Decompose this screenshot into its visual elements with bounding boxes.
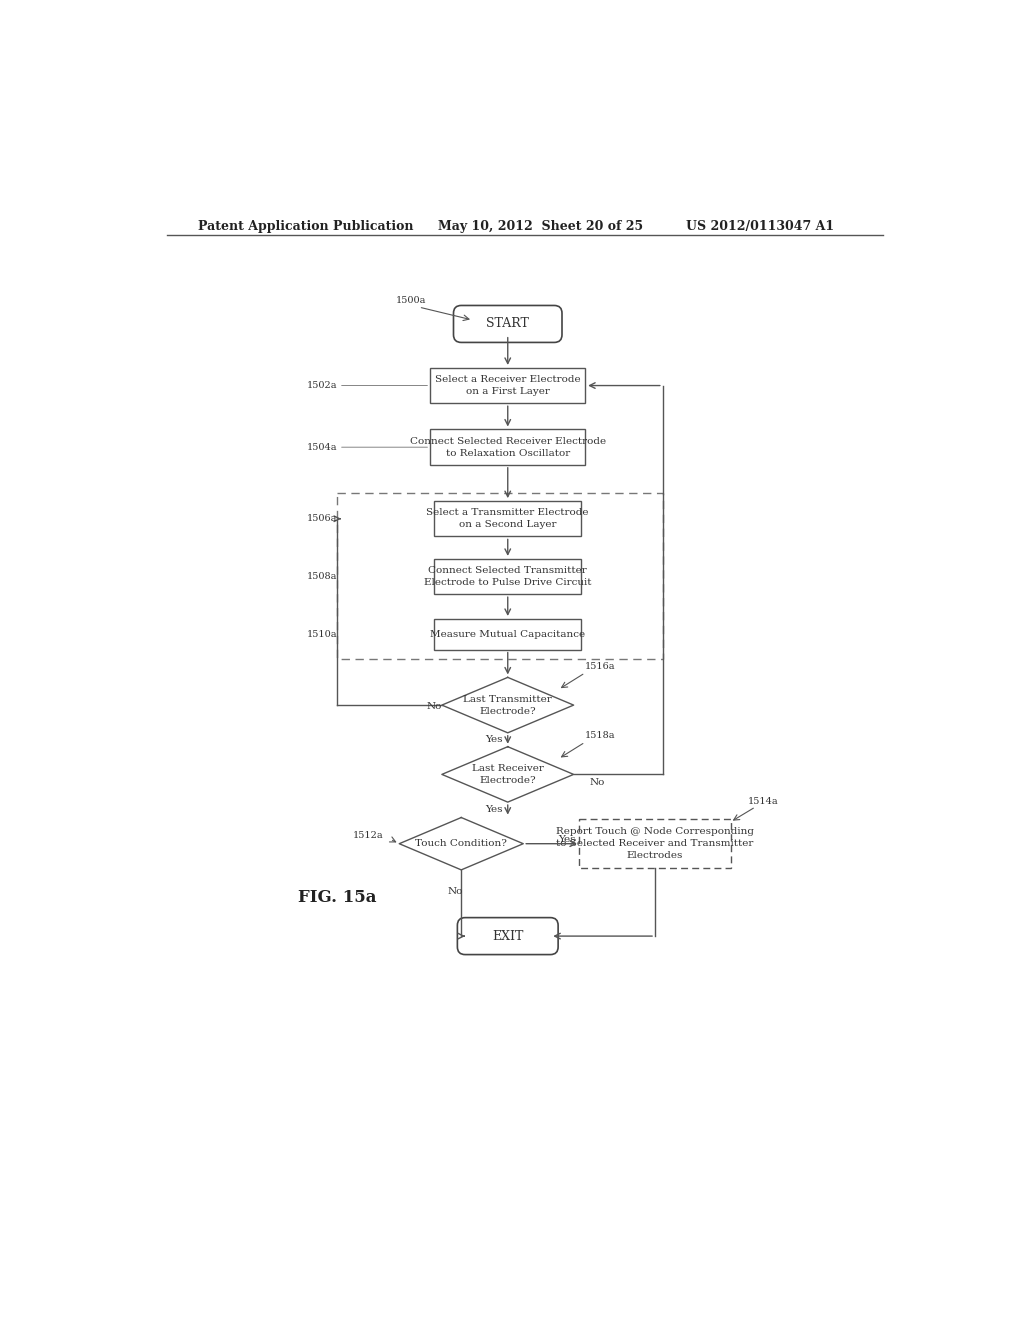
Text: Report Touch @ Node Corresponding
to Selected Receiver and Transmitter
Electrode: Report Touch @ Node Corresponding to Sel… — [556, 828, 754, 861]
Text: 1512a: 1512a — [353, 832, 384, 841]
Text: Measure Mutual Capacitance: Measure Mutual Capacitance — [430, 630, 586, 639]
Text: Touch Condition?: Touch Condition? — [416, 840, 507, 849]
Text: Select a Receiver Electrode
on a First Layer: Select a Receiver Electrode on a First L… — [435, 375, 581, 396]
Text: US 2012/0113047 A1: US 2012/0113047 A1 — [686, 219, 835, 232]
Text: Connect Selected Receiver Electrode
to Relaxation Oscillator: Connect Selected Receiver Electrode to R… — [410, 437, 606, 458]
Text: Yes: Yes — [558, 834, 575, 843]
Text: No: No — [426, 702, 441, 711]
Text: Last Receiver
Electrode?: Last Receiver Electrode? — [472, 764, 544, 785]
Text: 1504a: 1504a — [307, 442, 337, 451]
Text: 1506a: 1506a — [307, 515, 337, 523]
Bar — [434, 558, 582, 594]
Text: 1500a: 1500a — [395, 297, 426, 305]
Bar — [580, 818, 730, 869]
Text: 1514a: 1514a — [748, 797, 778, 805]
Text: Connect Selected Transmitter
Electrode to Pulse Drive Circuit: Connect Selected Transmitter Electrode t… — [424, 566, 592, 587]
Text: 1516a: 1516a — [586, 663, 615, 671]
Text: Patent Application Publication: Patent Application Publication — [198, 219, 414, 232]
Text: 1502a: 1502a — [307, 381, 337, 389]
Text: Last Transmitter
Electrode?: Last Transmitter Electrode? — [464, 694, 552, 715]
Polygon shape — [399, 817, 523, 870]
Text: No: No — [589, 777, 604, 787]
Text: EXIT: EXIT — [493, 929, 523, 942]
Text: START: START — [486, 317, 529, 330]
Text: May 10, 2012  Sheet 20 of 25: May 10, 2012 Sheet 20 of 25 — [438, 219, 643, 232]
Text: 1510a: 1510a — [307, 630, 337, 639]
Text: 1518a: 1518a — [586, 731, 615, 741]
Bar — [337, 494, 663, 659]
Text: Select a Transmitter Electrode
on a Second Layer: Select a Transmitter Electrode on a Seco… — [427, 508, 589, 529]
FancyBboxPatch shape — [454, 305, 562, 342]
Text: No: No — [447, 887, 463, 896]
Bar — [430, 429, 586, 465]
Polygon shape — [442, 747, 573, 803]
Text: FIG. 15a: FIG. 15a — [299, 890, 377, 906]
Text: Yes: Yes — [485, 805, 503, 813]
Text: 1508a: 1508a — [307, 572, 337, 581]
Bar — [434, 619, 582, 649]
Text: Yes: Yes — [485, 735, 503, 744]
Bar — [430, 368, 586, 404]
FancyBboxPatch shape — [458, 917, 558, 954]
Polygon shape — [442, 677, 573, 733]
Bar — [434, 502, 582, 536]
